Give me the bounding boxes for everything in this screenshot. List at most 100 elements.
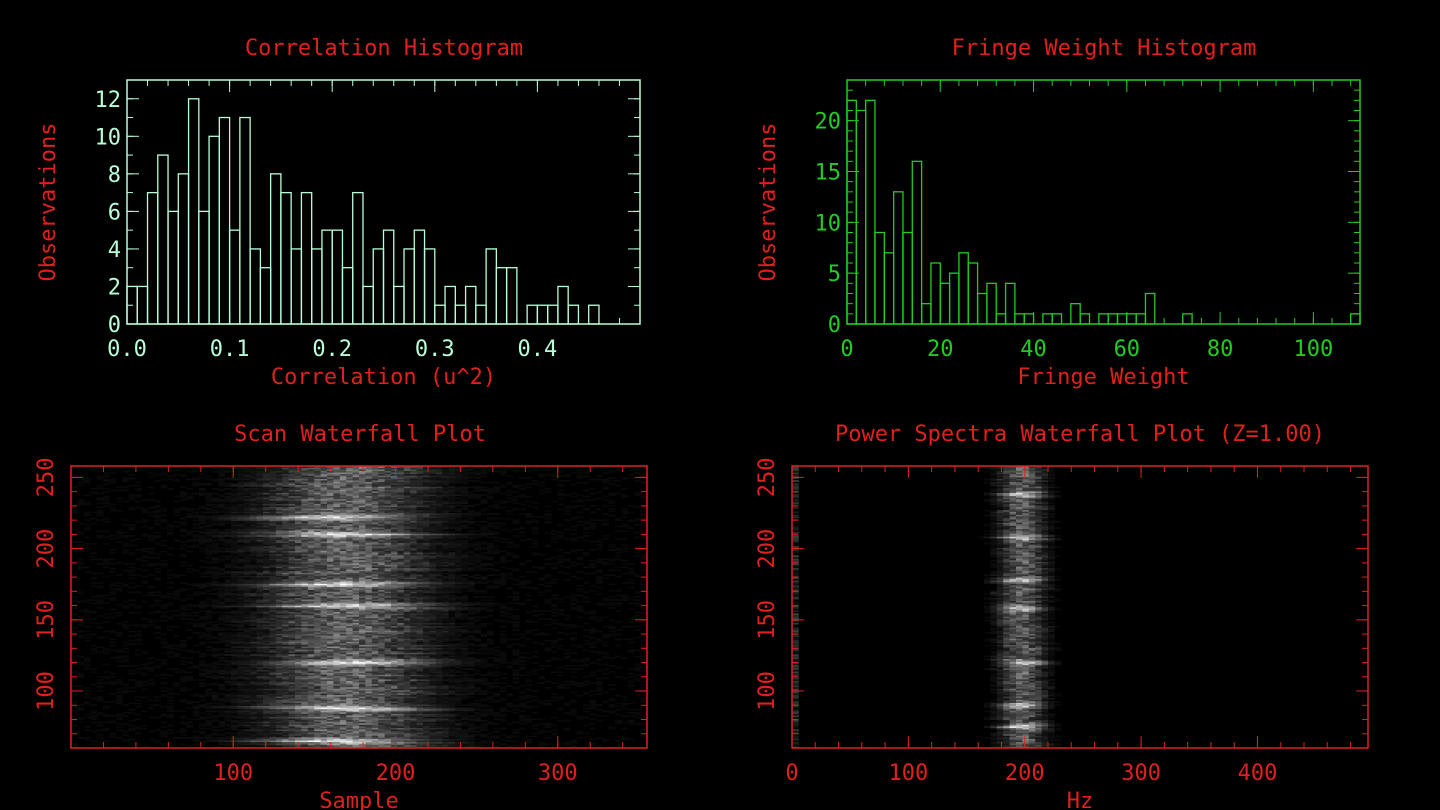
waterfall-cell bbox=[416, 727, 424, 730]
waterfall-cell bbox=[282, 654, 289, 656]
waterfall-cell bbox=[115, 622, 123, 625]
waterfall-cell bbox=[333, 690, 341, 692]
waterfall-cell bbox=[378, 677, 385, 680]
waterfall-cell bbox=[448, 683, 456, 686]
waterfall-cell bbox=[282, 697, 289, 700]
waterfall-cell bbox=[359, 711, 366, 714]
waterfall-cell bbox=[218, 611, 225, 614]
waterfall-cell bbox=[359, 680, 366, 683]
waterfall-cell bbox=[429, 639, 437, 642]
histogram-bar bbox=[1350, 313, 1361, 325]
waterfall-cell bbox=[243, 716, 251, 719]
waterfall-cell bbox=[128, 727, 136, 730]
waterfall-cell bbox=[480, 699, 488, 702]
waterfall-cell bbox=[384, 738, 392, 741]
waterfall-cell bbox=[410, 622, 417, 625]
waterfall-cell bbox=[333, 660, 341, 663]
waterfall-cell bbox=[295, 624, 302, 627]
waterfall-cell bbox=[282, 639, 289, 642]
waterfall-cell bbox=[384, 707, 392, 710]
waterfall-cell bbox=[237, 737, 245, 739]
waterfall-cell bbox=[423, 613, 430, 616]
waterfall-cell bbox=[269, 690, 277, 692]
waterfall-cell bbox=[423, 657, 430, 659]
waterfall-cell bbox=[333, 616, 341, 619]
waterfall-cell bbox=[391, 727, 398, 730]
waterfall-cell bbox=[416, 726, 424, 728]
waterfall-cell bbox=[96, 724, 104, 727]
waterfall-cell bbox=[435, 621, 443, 623]
waterfall-cell bbox=[128, 729, 136, 732]
waterfall-cell bbox=[512, 617, 520, 620]
x-tick-label: 0.2 bbox=[312, 337, 352, 362]
waterfall-cell bbox=[263, 622, 270, 625]
waterfall-cell bbox=[301, 733, 309, 736]
waterfall-cell bbox=[314, 708, 321, 711]
waterfall-cell bbox=[410, 685, 417, 688]
waterfall-cell bbox=[487, 722, 494, 725]
waterfall-cell bbox=[474, 690, 481, 692]
waterfall-cell bbox=[544, 664, 552, 667]
waterfall-cell bbox=[474, 719, 481, 722]
waterfall-cell bbox=[416, 643, 424, 645]
waterfall-cell bbox=[499, 652, 507, 655]
waterfall-cell bbox=[423, 679, 430, 681]
waterfall-cell bbox=[307, 696, 315, 699]
waterfall-cell bbox=[615, 708, 622, 711]
waterfall-cell bbox=[359, 691, 366, 694]
waterfall-cell bbox=[314, 669, 321, 672]
waterfall-cell bbox=[211, 625, 219, 628]
waterfall-cell bbox=[199, 661, 206, 664]
waterfall-cell bbox=[371, 655, 379, 658]
waterfall-cell bbox=[474, 693, 481, 696]
waterfall-cell bbox=[301, 683, 309, 686]
waterfall-cell bbox=[320, 730, 328, 733]
waterfall-cell bbox=[346, 732, 353, 735]
waterfall-cell bbox=[256, 686, 264, 689]
waterfall-cell bbox=[160, 743, 168, 746]
waterfall-cell bbox=[461, 740, 469, 743]
waterfall-cell bbox=[301, 708, 309, 711]
waterfall-cell bbox=[192, 710, 200, 713]
waterfall-cell bbox=[211, 733, 219, 736]
waterfall-cell bbox=[243, 719, 251, 722]
waterfall-cell bbox=[301, 715, 309, 717]
waterfall-cell bbox=[525, 680, 533, 683]
waterfall-cell bbox=[615, 638, 622, 641]
waterfall-cell bbox=[250, 740, 257, 743]
waterfall-cell bbox=[211, 628, 219, 631]
waterfall-cell bbox=[461, 708, 469, 711]
waterfall-cell bbox=[231, 641, 238, 644]
histogram-bar bbox=[1004, 282, 1016, 325]
waterfall-cell bbox=[237, 625, 245, 628]
waterfall-cell bbox=[493, 701, 501, 703]
waterfall-cell bbox=[77, 716, 85, 719]
waterfall-cell bbox=[467, 650, 475, 653]
waterfall-cell bbox=[352, 719, 360, 722]
waterfall-cell bbox=[237, 638, 245, 641]
waterfall-cell bbox=[435, 679, 443, 681]
waterfall-cell bbox=[410, 617, 417, 620]
waterfall-cell bbox=[263, 650, 270, 653]
waterfall-cell bbox=[397, 655, 405, 658]
waterfall-cell bbox=[339, 730, 347, 733]
waterfall-cell bbox=[512, 744, 520, 747]
waterfall-cell bbox=[275, 630, 283, 633]
waterfall-cell bbox=[288, 677, 296, 680]
waterfall-cell bbox=[448, 744, 456, 747]
waterfall-cell bbox=[282, 677, 289, 680]
waterfall-cell bbox=[192, 713, 200, 716]
waterfall-cell bbox=[416, 697, 424, 700]
waterfall-cell bbox=[320, 654, 328, 656]
waterfall-cell bbox=[295, 691, 302, 694]
waterfall-cell bbox=[250, 655, 257, 658]
waterfall-cell bbox=[71, 685, 78, 688]
waterfall-cell bbox=[282, 721, 289, 724]
waterfall-cell bbox=[160, 674, 168, 677]
waterfall-cell bbox=[141, 625, 149, 628]
waterfall-cell bbox=[455, 617, 462, 620]
waterfall-cell bbox=[551, 729, 558, 732]
waterfall-cell bbox=[442, 652, 449, 655]
waterfall-cell bbox=[435, 680, 443, 683]
waterfall-cell bbox=[173, 710, 181, 713]
